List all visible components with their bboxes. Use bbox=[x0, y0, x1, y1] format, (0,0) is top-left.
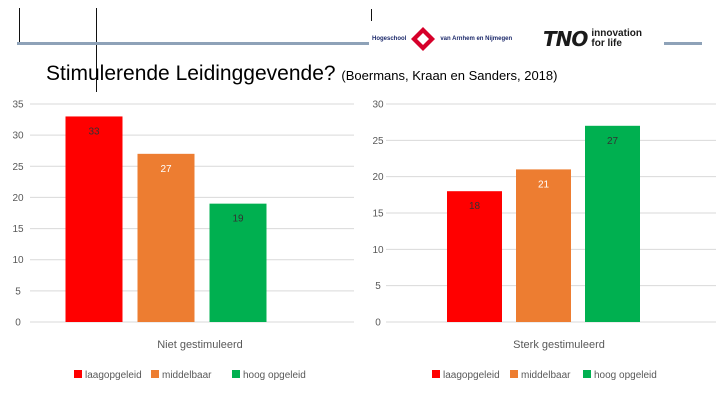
tno-logo-tagline: innovation for life bbox=[591, 29, 642, 49]
chart-1-y-tick-label: 5 bbox=[15, 286, 21, 297]
bar-chart-sterk-gestimuleerd: 0 5 10 15 20 25 30 18 21 27 Sterk gestimuleerd laag… bbox=[372, 100, 716, 381]
bar-chart-niet-gestimuleerd: 0 5 10 15 20 25 30 35 33 27 19 Niet gestimuleerd laa… bbox=[12, 100, 354, 381]
han-logo-text-left: Hogeschool bbox=[372, 36, 407, 42]
chart-2-legend-swatch bbox=[432, 370, 440, 378]
tno-tagline-line-1: innovation bbox=[591, 28, 642, 39]
chart-2-legend-swatch bbox=[583, 370, 591, 378]
chart-2-y-tick-label: 5 bbox=[375, 281, 381, 292]
header-rule-right bbox=[664, 42, 702, 45]
chart-2-legend-swatch bbox=[510, 370, 518, 378]
chart-2-legend-label: hoog opgeleid bbox=[594, 370, 657, 381]
chart-1-legend-label: middelbaar bbox=[162, 370, 212, 381]
chart-2-data-label: 27 bbox=[607, 136, 619, 147]
chart-2-legend-label: laagopgeleid bbox=[443, 370, 500, 381]
tno-logo: TNO innovation for life bbox=[543, 27, 642, 51]
chart-1-data-label: 27 bbox=[160, 164, 172, 175]
page-title-citation: (Boermans, Kraan en Sanders, 2018) bbox=[341, 68, 558, 83]
chart-1-y-tick-label: 20 bbox=[12, 193, 24, 204]
chart-1-bar-hoog-opgeleid bbox=[209, 203, 267, 322]
chart-2-data-label: 21 bbox=[538, 179, 550, 190]
chart-2-x-axis-title: Sterk gestimuleerd bbox=[513, 339, 605, 351]
chart-1-legend-label: hoog opgeleid bbox=[243, 370, 306, 381]
chart-1-y-tick-label: 10 bbox=[12, 255, 24, 266]
chart-1-data-label: 33 bbox=[88, 126, 100, 137]
chart-1-y-tick-label: 30 bbox=[12, 131, 24, 142]
han-emblem-icon bbox=[411, 27, 436, 51]
chart-1-bar-middelbaar bbox=[137, 153, 195, 322]
chart-1-legend-swatch bbox=[74, 370, 82, 378]
page-title-main: Stimulerende Leidinggevende? bbox=[46, 62, 336, 85]
chart-1-y-tick-label: 0 bbox=[15, 318, 21, 329]
chart-1-legend-label: laagopgeleid bbox=[85, 370, 142, 381]
chart-1-data-label: 19 bbox=[232, 214, 244, 225]
chart-2-y-tick-label: 25 bbox=[372, 136, 384, 147]
header-rule-left bbox=[17, 42, 369, 45]
chart-2-y-tick-label: 20 bbox=[372, 172, 384, 183]
slide-vertical-line-right bbox=[371, 9, 372, 21]
chart-2-bar-hoog-opgeleid bbox=[585, 125, 640, 322]
han-logo: Hogeschool van Arnhem en Nijmegen bbox=[372, 26, 512, 52]
chart-1-y-tick-label: 35 bbox=[12, 100, 24, 111]
chart-1-legend-swatch bbox=[151, 370, 159, 378]
tno-tagline-line-2: for life bbox=[591, 38, 622, 49]
chart-1-bar-laagopgeleid bbox=[65, 116, 123, 322]
tno-logo-word: TNO bbox=[543, 27, 588, 51]
chart-2-y-tick-label: 0 bbox=[375, 318, 381, 329]
chart-2-y-tick-label: 15 bbox=[372, 209, 384, 220]
han-logo-text-right: van Arnhem en Nijmegen bbox=[440, 36, 513, 42]
chart-1-y-tick-label: 25 bbox=[12, 162, 24, 173]
page-title: Stimulerende Leidinggevende? (Boermans, … bbox=[46, 62, 557, 86]
chart-2-y-tick-label: 30 bbox=[372, 100, 384, 111]
chart-2-legend-label: middelbaar bbox=[521, 370, 571, 381]
slide-vertical-line-left bbox=[19, 8, 20, 45]
chart-1-y-tick-label: 15 bbox=[12, 224, 24, 235]
chart-2-bar-middelbaar bbox=[516, 169, 571, 322]
chart-2-bar-laagopgeleid bbox=[447, 191, 502, 322]
slide-vertical-line-title bbox=[96, 8, 97, 92]
chart-2-data-label: 18 bbox=[469, 201, 481, 212]
chart-1-x-axis-title: Niet gestimuleerd bbox=[157, 339, 243, 351]
chart-2-y-tick-label: 10 bbox=[372, 245, 384, 256]
chart-1-legend-swatch bbox=[232, 370, 240, 378]
